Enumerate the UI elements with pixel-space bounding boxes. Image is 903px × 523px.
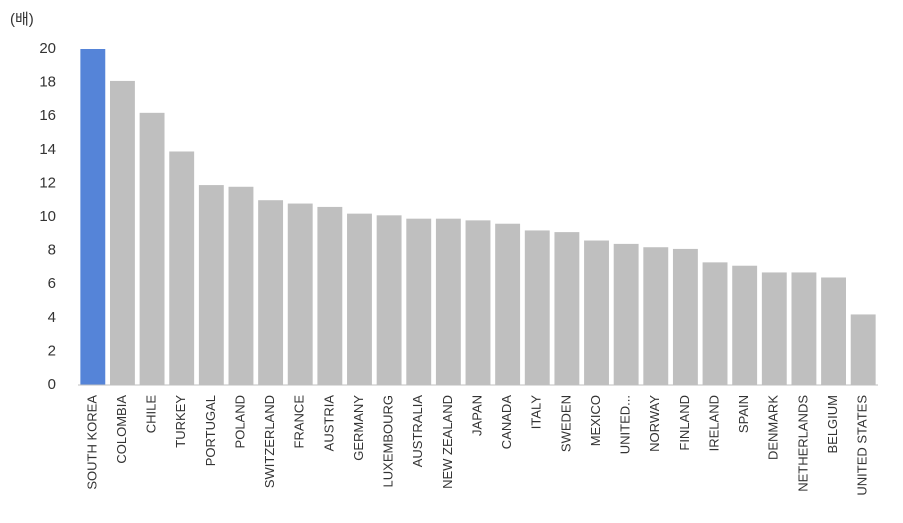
x-tick-label: SWEDEN: [558, 395, 573, 452]
x-tick-label: CANADA: [499, 395, 514, 450]
x-tick-label: GERMANY: [351, 395, 366, 461]
bar: [347, 213, 372, 385]
y-tick-label: 16: [39, 107, 56, 124]
y-tick-label: 20: [39, 40, 56, 57]
bar: [258, 200, 284, 385]
bar: [821, 277, 846, 385]
x-tick-label: CHILE: [144, 395, 159, 434]
bar: [465, 220, 491, 385]
bar: [524, 230, 550, 385]
x-tick-label: PORTUGAL: [203, 395, 218, 466]
bar: [584, 240, 609, 385]
bar: [613, 243, 639, 385]
x-tick-label: TURKEY: [173, 395, 188, 448]
y-tick-label: 4: [48, 309, 56, 326]
y-tick-label: 6: [48, 275, 56, 292]
x-tick-label: UNITED...: [618, 395, 633, 454]
x-tick-label: IRELAND: [706, 395, 721, 451]
bar: [435, 218, 461, 385]
bar: [376, 215, 402, 385]
x-tick-label: SPAIN: [736, 395, 751, 433]
bar: [139, 112, 165, 385]
x-tick-label: POLAND: [232, 395, 247, 448]
bar: [732, 265, 758, 385]
x-tick-label: MEXICO: [588, 395, 603, 446]
bar: [702, 262, 728, 385]
bar: [495, 223, 521, 385]
x-tick-label: FINLAND: [677, 395, 692, 451]
y-tick-label: 18: [39, 74, 56, 91]
x-tick-label: COLOMBIA: [114, 395, 129, 464]
bar: [198, 185, 224, 385]
y-tick-label: 2: [48, 342, 56, 359]
bar: [80, 49, 106, 385]
y-tick-label: 12: [39, 174, 56, 191]
bar: [791, 272, 817, 385]
x-tick-label: NEW ZEALAND: [440, 395, 455, 489]
y-tick-label: 10: [39, 208, 56, 225]
bar: [554, 232, 580, 385]
x-tick-label: NETHERLANDS: [795, 395, 810, 492]
y-tick-label: 0: [48, 376, 56, 393]
x-tick-label: DENMARK: [766, 395, 781, 460]
x-tick-label: SWITZERLAND: [262, 395, 277, 488]
x-tick-label: UNITED STATES: [855, 395, 870, 496]
x-tick-label: NORWAY: [647, 395, 662, 452]
bar: [287, 203, 313, 385]
bar: [761, 272, 787, 385]
bar: [643, 247, 669, 385]
x-tick-label: LUXEMBOURG: [381, 395, 396, 487]
y-tick-label: 8: [48, 242, 56, 259]
y-axis-label: (배): [10, 11, 34, 28]
bar: [406, 218, 432, 385]
bar: [110, 80, 135, 386]
bar: [672, 248, 698, 385]
x-tick-label: FRANCE: [292, 395, 307, 449]
x-tick-label: BELGIUM: [825, 395, 840, 454]
bar: [228, 186, 254, 385]
bar: [169, 151, 195, 385]
y-tick-label: 14: [39, 141, 56, 158]
x-tick-label: AUSTRALIA: [410, 395, 425, 468]
x-tick-label: ITALY: [529, 395, 544, 430]
x-tick-label: JAPAN: [469, 395, 484, 436]
x-tick-label: AUSTRIA: [321, 395, 336, 452]
bar: [850, 314, 876, 385]
x-tick-label: SOUTH KOREA: [84, 395, 99, 490]
bar: [317, 206, 343, 385]
